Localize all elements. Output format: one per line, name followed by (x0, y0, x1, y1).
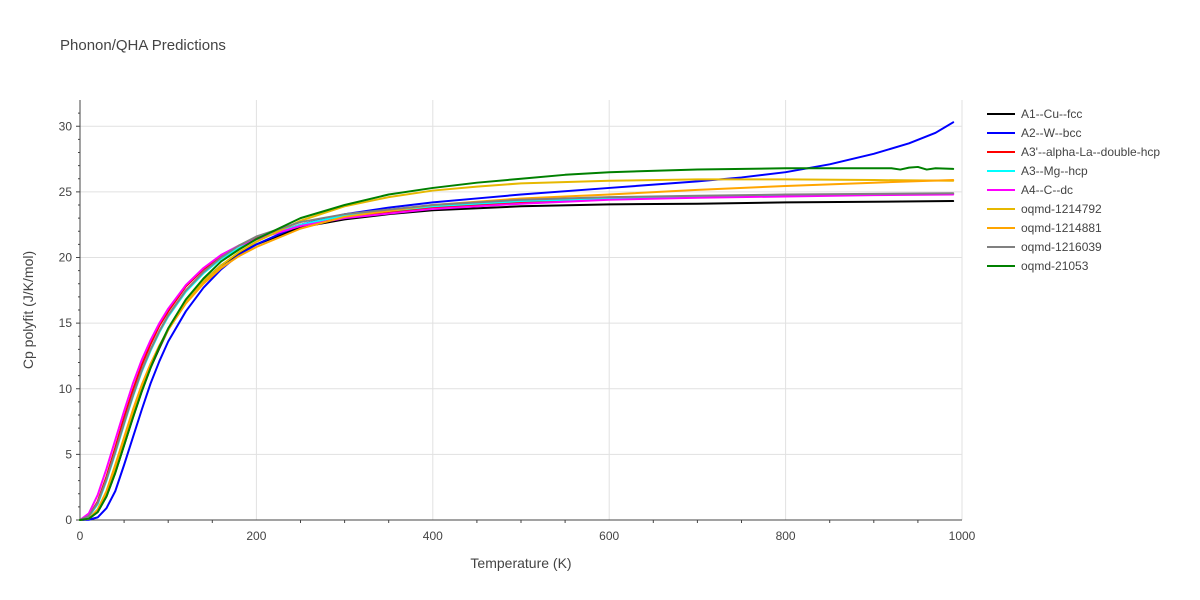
y-tick-label: 10 (59, 382, 73, 396)
y-tick-label: 5 (65, 447, 72, 461)
legend-label-4: A3--Mg--hcp (1021, 164, 1088, 178)
x-tick-label: 0 (77, 529, 84, 543)
series-line-2 (79, 121, 955, 521)
x-tick-label: 200 (246, 529, 266, 543)
y-tick-label: 15 (59, 316, 73, 330)
series-line-4 (79, 192, 955, 521)
legend-label-3: A3'--alpha-La--double-hcp (1021, 145, 1160, 159)
series-line-8 (79, 192, 955, 521)
x-tick-label: 800 (776, 529, 796, 543)
series-line-3 (79, 192, 955, 521)
x-tick-label: 1000 (949, 529, 976, 543)
legend-label-2: A2--W--bcc (1021, 126, 1081, 140)
y-tick-label: 25 (59, 185, 73, 199)
axes: 0 200 400 600 800 1000 0 5 10 15 20 25 30 (59, 100, 976, 543)
y-tick-label: 20 (59, 251, 73, 265)
chart-title: Phonon/QHA Predictions (60, 37, 226, 54)
y-tick-label: 0 (65, 513, 72, 527)
series-line-9 (79, 165, 955, 521)
series-line-5 (79, 193, 955, 521)
gridlines (80, 100, 963, 520)
series-line-1 (79, 200, 955, 521)
series-line-6 (79, 178, 955, 521)
legend-label-5: A4--C--dc (1021, 183, 1073, 197)
legend-label-9: oqmd-21053 (1021, 259, 1089, 273)
legend-label-1: A1--Cu--fcc (1021, 107, 1082, 121)
legend-label-7: oqmd-1214881 (1021, 221, 1102, 235)
legend: A1--Cu--fcc A2--W--bcc A3'--alpha-La--doub… (987, 107, 1160, 273)
x-axis-label: Temperature (K) (470, 555, 571, 571)
y-tick-label: 30 (59, 119, 73, 133)
legend-label-8: oqmd-1216039 (1021, 240, 1102, 254)
x-tick-label: 400 (423, 529, 443, 543)
legend-label-6: oqmd-1214792 (1021, 202, 1102, 216)
series-line-7 (79, 179, 955, 521)
y-axis-label: Cp polyfit (J/K/mol) (20, 251, 36, 369)
plot-area (79, 121, 955, 521)
x-tick-label: 600 (599, 529, 619, 543)
